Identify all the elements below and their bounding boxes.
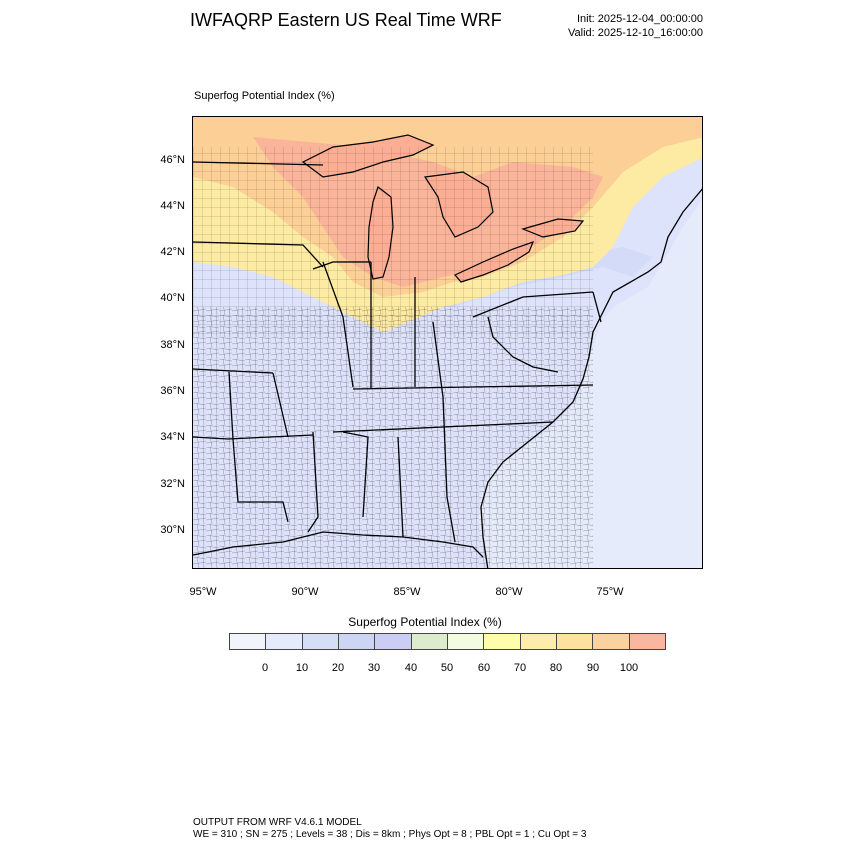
gulf-coastline [193,531,484,558]
lat-label-44: 44°N [160,200,185,212]
legend-label-90: 90 [586,662,600,674]
map-canvas [193,117,702,568]
legend-label-70: 70 [513,662,527,674]
legend-label-10: 10 [295,662,309,674]
legend-swatch-5 [411,634,448,649]
lon-label-80: 80°W [495,586,523,598]
state-boundaries [193,161,602,543]
map-field-label: Superfog Potential Index (%) [194,90,335,102]
lat-label-36: 36°N [160,385,185,397]
lon-label-90: 90°W [291,586,319,598]
footer-model-line: OUTPUT FROM WRF V4.6.1 MODEL [193,817,362,828]
footer-config-line: WE = 310 ; SN = 275 ; Levels = 38 ; Dis … [193,829,587,840]
lat-label-38: 38°N [160,339,185,351]
map-panel [192,116,703,569]
legend-title: Superfog Potential Index (%) [348,615,502,629]
lat-label-40: 40°N [160,292,185,304]
valid-time-label: Valid: 2025-12-10_16:00:00 [568,27,703,39]
init-time-label: Init: 2025-12-04_00:00:00 [577,13,703,25]
legend-label-60: 60 [477,662,491,674]
legend-label-30: 30 [367,662,381,674]
legend-swatch-7 [484,634,521,649]
lon-label-85: 85°W [393,586,421,598]
legend-swatch-10 [593,634,630,649]
atlantic-coastline [480,188,702,568]
legend-swatch-2 [302,634,339,649]
legend-swatch-6 [447,634,485,649]
legend-swatch-3 [338,634,376,649]
legend-swatch-0 [230,634,267,649]
legend-swatch-4 [375,634,412,649]
legend-label-100: 100 [619,662,639,674]
legend-label-0: 0 [261,662,269,674]
color-legend-bar [229,633,666,650]
county-lines-north [193,147,593,337]
legend-swatch-9 [556,634,594,649]
legend-swatch-1 [266,634,303,649]
legend-label-50: 50 [440,662,454,674]
lon-label-75: 75°W [596,586,624,598]
lon-label-95: 95°W [189,586,217,598]
lat-label-32: 32°N [160,478,185,490]
lat-label-46: 46°N [160,154,185,166]
legend-label-20: 20 [331,662,345,674]
lat-label-34: 34°N [160,431,185,443]
legend-swatch-8 [520,634,557,649]
legend-swatch-11 [629,634,665,649]
legend-label-80: 80 [549,662,563,674]
legend-label-40: 40 [404,662,418,674]
lat-label-30: 30°N [160,524,185,536]
lat-label-42: 42°N [160,246,185,258]
page-title: IWFAQRP Eastern US Real Time WRF [190,10,502,30]
